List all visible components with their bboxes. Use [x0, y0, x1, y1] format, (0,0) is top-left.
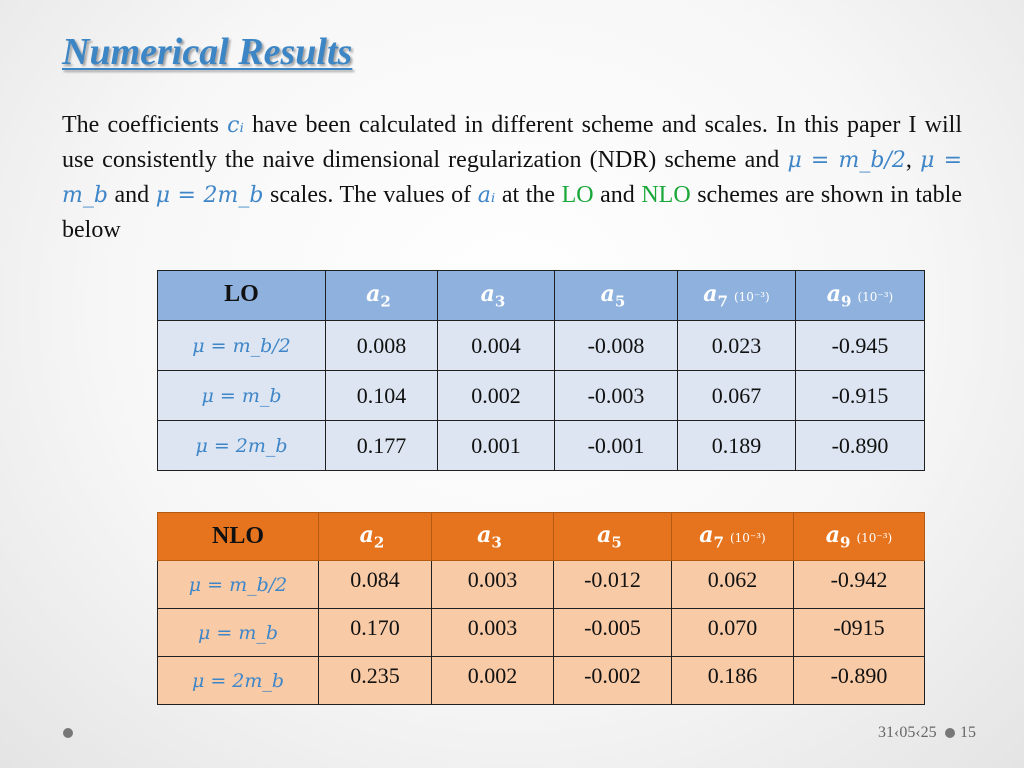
page-title: Numerical Results — [62, 31, 353, 73]
column-header: a9 (10⁻³) — [793, 512, 925, 561]
column-header: a3 — [431, 512, 554, 561]
row-label: μ = m_b — [157, 370, 326, 421]
para-text: and — [107, 182, 156, 208]
footer-separator-dot-icon — [945, 728, 955, 738]
table-cell: 0.001 — [437, 420, 555, 471]
intro-paragraph: The coefficients cᵢ have been calculated… — [62, 108, 962, 247]
para-text: at the — [495, 182, 562, 208]
table-cell: 0.070 — [671, 608, 794, 657]
table-cell: -0.002 — [553, 656, 672, 705]
slide-number: 15 — [960, 724, 976, 741]
para-text: The coefficients — [62, 112, 228, 138]
math-mu-half: μ = m_b/2 — [787, 148, 906, 173]
lo-table: LO a2 a3 a5 a7 (10⁻³) a9 (10⁻³) μ = m_b/2 … — [157, 270, 925, 471]
table-cell: 0.002 — [437, 370, 555, 421]
table-header-row: NLO a2 a3 a5 a7 (10⁻³) a9 (10⁻³) — [157, 512, 925, 561]
table-cell: 0.002 — [431, 656, 554, 705]
table-row: μ = 2m_b 0.177 0.001 -0.001 0.189 -0.890 — [157, 420, 925, 471]
table-cell: 0.004 — [437, 320, 555, 371]
nlo-term: NLO — [641, 182, 691, 208]
row-label: μ = m_b — [157, 608, 319, 657]
table-cell: 0.062 — [671, 560, 794, 609]
para-text: and — [593, 182, 642, 208]
table-corner-label: LO — [157, 270, 326, 321]
table-cell: 0.008 — [325, 320, 438, 371]
table-corner-label: NLO — [157, 512, 319, 561]
table-cell: -0.890 — [793, 656, 925, 705]
table-cell: 0.003 — [431, 560, 554, 609]
table-cell: 0.067 — [677, 370, 796, 421]
table-cell: 0.104 — [325, 370, 438, 421]
para-text: , — [905, 147, 921, 173]
table-cell: -0.001 — [554, 420, 678, 471]
table-header-row: LO a2 a3 a5 a7 (10⁻³) a9 (10⁻³) — [157, 270, 925, 321]
table-cell: 0.170 — [318, 608, 432, 657]
para-text: have been calculated in different scheme… — [62, 112, 962, 173]
table-cell: -0.890 — [795, 420, 925, 471]
table-cell: -0.012 — [553, 560, 672, 609]
table-cell: 0.177 — [325, 420, 438, 471]
table-cell: 0.023 — [677, 320, 796, 371]
column-header: a5 — [554, 270, 678, 321]
math-mu-mb: μ = m_b — [62, 148, 963, 208]
column-header: a2 — [318, 512, 432, 561]
table-cell: -0.942 — [793, 560, 925, 609]
table-cell: 0.003 — [431, 608, 554, 657]
row-label: μ = 2m_b — [157, 656, 319, 705]
column-header: a2 — [325, 270, 438, 321]
table-row: μ = m_b/2 0.008 0.004 -0.008 0.023 -0.94… — [157, 320, 925, 371]
math-mu-2mb: μ = 2m_b — [155, 183, 264, 208]
table-cell: -0.005 — [553, 608, 672, 657]
table-cell: -0.945 — [795, 320, 925, 371]
table-row: μ = m_b 0.104 0.002 -0.003 0.067 -0.915 — [157, 370, 925, 421]
para-text: schemes are shown in table below — [62, 182, 963, 243]
math-ai: aᵢ — [477, 183, 496, 208]
nlo-table: NLO a2 a3 a5 a7 (10⁻³) a9 (10⁻³) μ = m_b/2… — [157, 512, 925, 705]
table-cell: 0.189 — [677, 420, 796, 471]
column-header: a7 (10⁻³) — [671, 512, 794, 561]
row-label: μ = 2m_b — [157, 420, 326, 471]
table-cell: -0.915 — [795, 370, 925, 421]
column-header: a3 — [437, 270, 555, 321]
column-header: a7 (10⁻³) — [677, 270, 796, 321]
para-text: scales. The values of — [263, 182, 478, 208]
table-row: μ = m_b/2 0.084 0.003 -0.012 0.062 -0.94… — [157, 560, 925, 609]
row-label: μ = m_b/2 — [157, 560, 319, 609]
table-cell: -0.003 — [554, 370, 678, 421]
math-ci: cᵢ — [227, 113, 244, 138]
footer-left-dot-icon — [63, 728, 73, 738]
table-cell: 0.186 — [671, 656, 794, 705]
table-cell: 0.084 — [318, 560, 432, 609]
table-cell: -0.008 — [554, 320, 678, 371]
table-cell: 0.235 — [318, 656, 432, 705]
table-row: μ = 2m_b 0.235 0.002 -0.002 0.186 -0.890 — [157, 656, 925, 705]
table-cell: -0915 — [793, 608, 925, 657]
row-label: μ = m_b/2 — [157, 320, 326, 371]
column-header: a5 — [553, 512, 672, 561]
footer-date: 31‹05‹25 — [878, 724, 937, 741]
column-header: a9 (10⁻³) — [795, 270, 925, 321]
table-row: μ = m_b 0.170 0.003 -0.005 0.070 -0915 — [157, 608, 925, 657]
lo-term: LO — [561, 182, 594, 208]
